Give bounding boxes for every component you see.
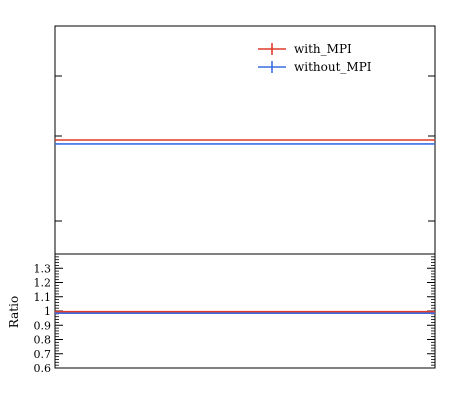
ratio-tick-label: 0.8 (34, 334, 52, 347)
ratio-tick-label: 0.9 (34, 319, 52, 332)
ratio-tick-label: 1 (44, 305, 51, 318)
ratio-series-group (55, 310, 435, 314)
ratio-tick-label: 0.7 (34, 348, 52, 361)
main-panel-ticks (55, 75, 435, 222)
ratio-tick-label: 1.3 (34, 262, 52, 275)
legend: with_MPI without_MPI (258, 42, 372, 74)
legend-label-with-mpi: with_MPI (294, 42, 352, 56)
legend-label-without-mpi: without_MPI (294, 60, 372, 74)
main-series-group (55, 139, 435, 145)
ratio-tick-label: 1.1 (34, 291, 52, 304)
ratio-ticks-group: 0.60.70.8 0.911.11.2 1.3 (34, 256, 435, 375)
ratio-tick-label: 1.2 (34, 277, 52, 290)
ratio-tick-label: 0.6 (34, 362, 52, 375)
ratio-axis-label: Ratio (7, 296, 21, 328)
